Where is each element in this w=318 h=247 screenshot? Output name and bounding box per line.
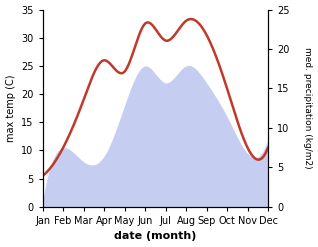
X-axis label: date (month): date (month) [114, 231, 197, 242]
Y-axis label: max temp (C): max temp (C) [5, 74, 16, 142]
Y-axis label: med. precipitation (kg/m2): med. precipitation (kg/m2) [303, 47, 313, 169]
